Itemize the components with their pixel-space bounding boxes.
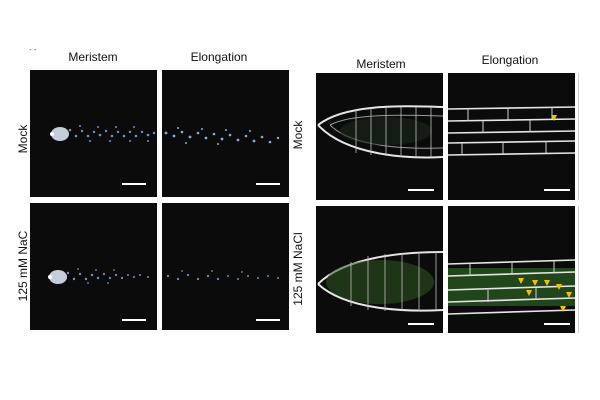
panel-edge-line: [578, 73, 579, 200]
right-mock-elongation-image: [448, 73, 575, 200]
right-row-label-mock: Mock: [291, 120, 305, 150]
right-nacl-meristem-image: [316, 206, 443, 333]
left-nacl-elongation-image: [162, 203, 289, 330]
scale-bar: [408, 189, 434, 191]
scale-bar: [256, 319, 280, 321]
left-mock-elongation-image: [162, 70, 289, 197]
left-col-header-meristem: Meristem: [68, 50, 118, 64]
right-nacl-elongation-image: [448, 206, 575, 333]
scale-bar: [122, 183, 146, 185]
left-row-label-mock: Mock: [16, 124, 30, 154]
scale-bar: [256, 183, 280, 185]
left-col-header-elongation: Elongation: [190, 50, 248, 64]
figure-panel-mark: ‐ ‐: [29, 45, 37, 54]
panel-edge-line: [578, 206, 579, 333]
right-mock-meristem-image: [316, 73, 443, 200]
left-mock-meristem-image: [30, 70, 157, 197]
right-col-header-elongation: Elongation: [481, 53, 539, 67]
right-row-label-nacl: 125 mM NaCl: [291, 232, 305, 306]
scale-bar: [408, 323, 434, 325]
left-nacl-meristem-image: [30, 203, 157, 330]
left-row-label-nacl: 125 mM NaC: [16, 230, 30, 302]
scale-bar: [544, 323, 570, 325]
scale-bar: [544, 189, 570, 191]
right-col-header-meristem: Meristem: [356, 57, 406, 71]
scale-bar: [122, 319, 146, 321]
